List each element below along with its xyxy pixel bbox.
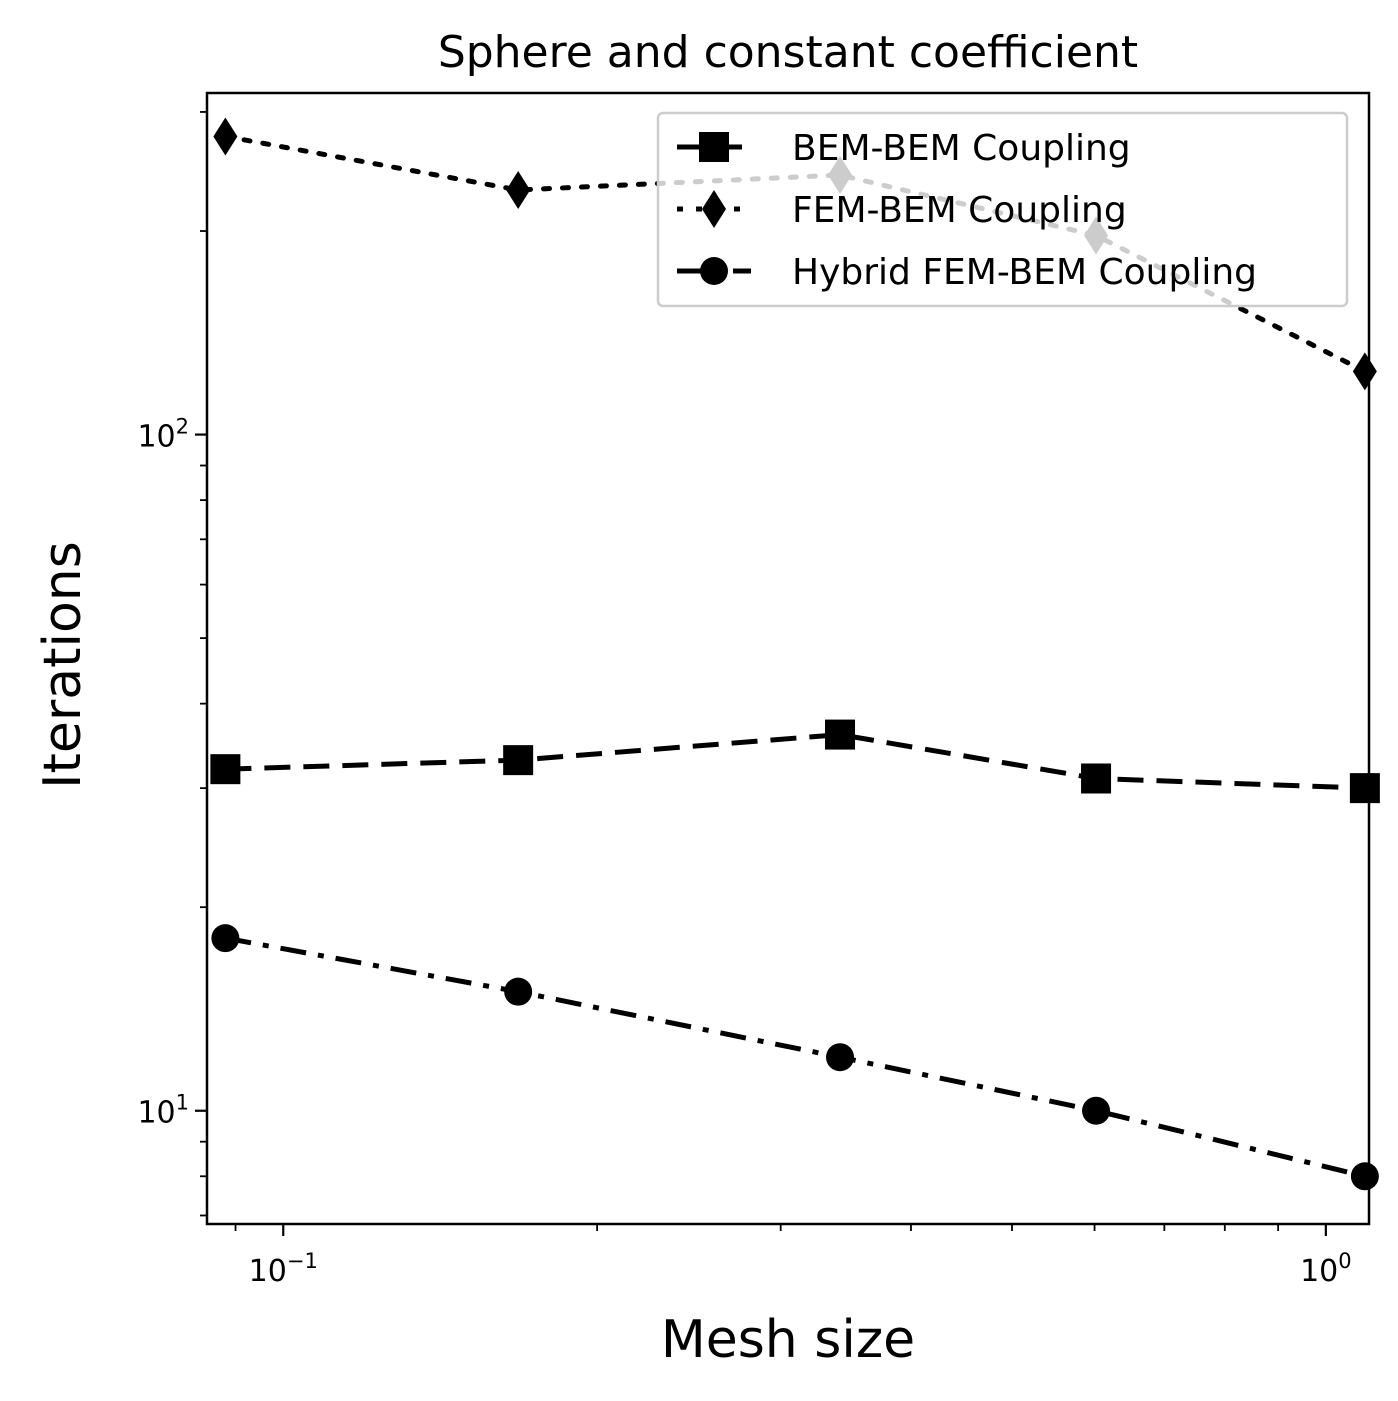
legend-marker [702, 190, 726, 228]
legend-marker [700, 257, 728, 285]
series-line [222, 133, 1368, 374]
data-point [210, 754, 241, 785]
plot-frame [205, 91, 1371, 1226]
series-group [211, 924, 1379, 1191]
legend-box [656, 111, 1349, 308]
data-point [1349, 773, 1380, 804]
x-axis-label: Mesh size [661, 1310, 915, 1370]
legend: BEM-BEM Coupling FEM-BEM Coupling Hybrid F… [656, 111, 1349, 308]
data-point [503, 745, 534, 776]
legend-label: BEM-BEM Coupling [792, 128, 1131, 169]
y-tick-label: 102 [137, 415, 189, 455]
series-line [225, 732, 1365, 791]
data-point [506, 170, 531, 209]
chart-title: Sphere and constant coefficient [438, 27, 1138, 78]
data-point [1081, 763, 1112, 794]
legend-marker [699, 132, 729, 162]
data-point [1350, 1162, 1379, 1191]
y-tick-label: 101 [137, 1091, 189, 1131]
data-point [1352, 352, 1377, 391]
data-point [1082, 1096, 1111, 1125]
data-point [211, 924, 240, 953]
legend-label: FEM-BEM Coupling [792, 190, 1127, 231]
x-tick-label: 100 [1300, 1249, 1352, 1289]
data-point [826, 1043, 855, 1072]
x-tick-label: 10−1 [249, 1249, 318, 1289]
series-group [210, 719, 1380, 804]
axis-ticks: 10−1 100 101 102 [137, 111, 1352, 1289]
data-point [825, 719, 856, 750]
data-point [213, 117, 238, 156]
data-point [504, 977, 533, 1006]
y-axis-label: Iterations [33, 541, 93, 789]
legend-label: Hybrid FEM-BEM Coupling [792, 252, 1257, 293]
